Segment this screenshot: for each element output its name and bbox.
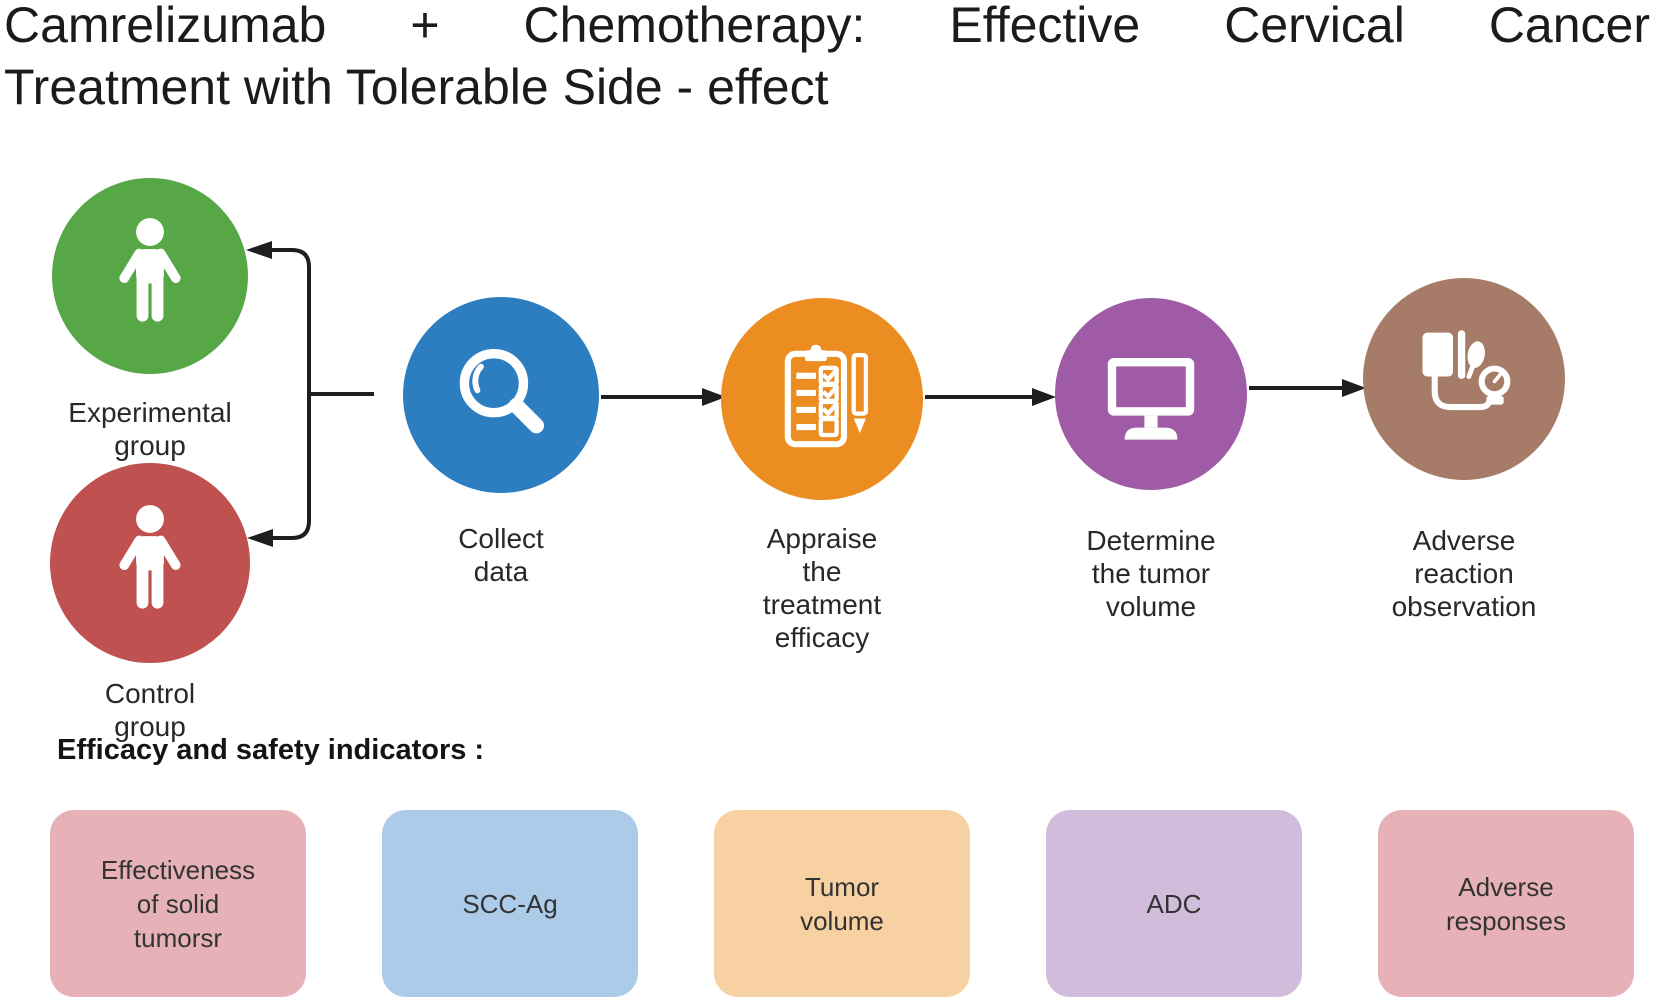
indicator-box-scc-ag-label: SCC-Ag — [462, 887, 557, 921]
determine-tumor-volume-circle — [1055, 298, 1247, 490]
adverse-observation-circle — [1363, 278, 1565, 480]
appraise-efficacy-label-line4: efficacy — [774, 622, 870, 653]
experimental-group-circle — [52, 178, 248, 374]
magnifying-glass-icon — [459, 348, 545, 434]
control-group-label-line2: group — [114, 711, 186, 742]
indicator-box-adverse-responses-label: Adverse responses — [1446, 870, 1566, 938]
experimental-group-label: Experimental group — [40, 396, 260, 462]
figure-title: Camrelizumab + Chemotherapy: Effective C… — [4, 0, 1650, 118]
indicator-box-tumor-volume: Tumor volume — [714, 810, 970, 997]
indicator-box-effectiveness-line3: tumorsr — [133, 922, 223, 953]
blood-pressure-monitor-icon — [1422, 330, 1511, 411]
indicator-box-tumor-volume-label: Tumor volume — [800, 870, 884, 938]
indicator-box-adc-label: ADC — [1147, 887, 1202, 921]
indicators-heading: Efficacy and safety indicators : — [57, 734, 485, 766]
checklist-clipboard-icon — [784, 344, 869, 448]
indicator-box-adverse-responses: Adverse responses — [1378, 810, 1634, 997]
determine-tumor-volume-label-line3: volume — [1105, 591, 1197, 622]
indicator-box-adc-line1: ADC — [1146, 888, 1202, 919]
title-line-2: Treatment with Tolerable Side - effect — [4, 59, 829, 115]
adverse-observation-label-line2: reaction — [1414, 558, 1514, 589]
collect-data-circle — [403, 297, 599, 493]
appraise-efficacy-label-line2: the — [802, 556, 842, 587]
arrowhead-to-determine-icon — [1032, 388, 1056, 406]
arrowhead-to-experimental-icon — [246, 241, 272, 259]
group-bracket-line — [268, 248, 311, 540]
indicator-box-adverse-responses-line1: Adverse — [1458, 871, 1554, 902]
arrowhead-to-control-icon — [247, 529, 273, 547]
adverse-observation-label-line3: observation — [1391, 591, 1537, 622]
adverse-observation-label: Adverse reaction observation — [1354, 524, 1574, 623]
experimental-group-label-line2: group — [114, 430, 186, 461]
determine-tumor-volume-label: Determine the tumor volume — [1041, 524, 1261, 623]
indicator-box-effectiveness: Effectiveness of solid tumorsr — [50, 810, 306, 997]
indicator-box-tumor-volume-line2: volume — [800, 905, 884, 936]
control-group-label-line1: Control — [104, 678, 196, 709]
control-group-circle — [50, 463, 250, 663]
indicator-box-effectiveness-line2: of solid — [136, 888, 220, 919]
appraise-efficacy-label-line3: treatment — [762, 589, 882, 620]
determine-tumor-volume-label-line2: the tumor — [1091, 558, 1211, 589]
appraise-efficacy-label: Appraise the treatment efficacy — [712, 522, 932, 654]
adverse-observation-label-line1: Adverse — [1412, 525, 1516, 556]
experimental-group-label-line1: Experimental — [68, 397, 232, 428]
collect-data-label: Collect data — [391, 522, 611, 588]
person-icon — [119, 218, 181, 322]
collect-data-label-line2: data — [473, 556, 529, 587]
indicator-box-effectiveness-line1: Effectiveness — [100, 854, 256, 885]
indicator-box-adverse-responses-line2: responses — [1446, 905, 1566, 936]
indicator-box-effectiveness-label: Effectiveness of solid tumorsr — [101, 853, 255, 955]
computer-monitor-icon — [1107, 358, 1195, 440]
collect-data-label-line1: Collect — [458, 523, 544, 554]
control-group-label: Control group — [40, 677, 260, 743]
appraise-efficacy-circle — [721, 298, 923, 500]
title-line-1: Camrelizumab + Chemotherapy: Effective C… — [4, 0, 1650, 53]
indicator-box-scc-ag: SCC-Ag — [382, 810, 638, 997]
indicator-box-adc: ADC — [1046, 810, 1302, 997]
person-icon — [119, 505, 181, 609]
appraise-efficacy-label-line1: Appraise — [766, 523, 878, 554]
indicator-box-tumor-volume-line1: Tumor — [804, 871, 880, 902]
indicator-box-scc-ag-line1: SCC-Ag — [462, 888, 558, 919]
determine-tumor-volume-label-line1: Determine — [1086, 525, 1216, 556]
